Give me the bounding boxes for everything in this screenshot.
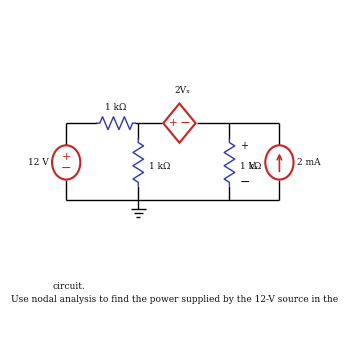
Text: +: + bbox=[62, 152, 71, 162]
Text: Use nodal analysis to find the power supplied by the 12-V source in the: Use nodal analysis to find the power sup… bbox=[12, 295, 338, 303]
Text: 2 mA: 2 mA bbox=[297, 158, 321, 167]
Text: +: + bbox=[169, 118, 178, 128]
Text: 1 kΩ: 1 kΩ bbox=[105, 103, 127, 112]
Text: circuit.: circuit. bbox=[53, 282, 86, 291]
Text: 1 kΩ: 1 kΩ bbox=[240, 161, 261, 171]
Text: −: − bbox=[240, 176, 250, 188]
Text: 1 kΩ: 1 kΩ bbox=[148, 161, 170, 171]
Text: 12 V: 12 V bbox=[28, 158, 49, 167]
Text: −: − bbox=[180, 117, 190, 130]
Text: Vₓ: Vₓ bbox=[248, 161, 258, 171]
Text: −: − bbox=[61, 162, 71, 175]
Text: +: + bbox=[240, 141, 248, 151]
Text: 2Vₓ: 2Vₓ bbox=[174, 86, 190, 95]
